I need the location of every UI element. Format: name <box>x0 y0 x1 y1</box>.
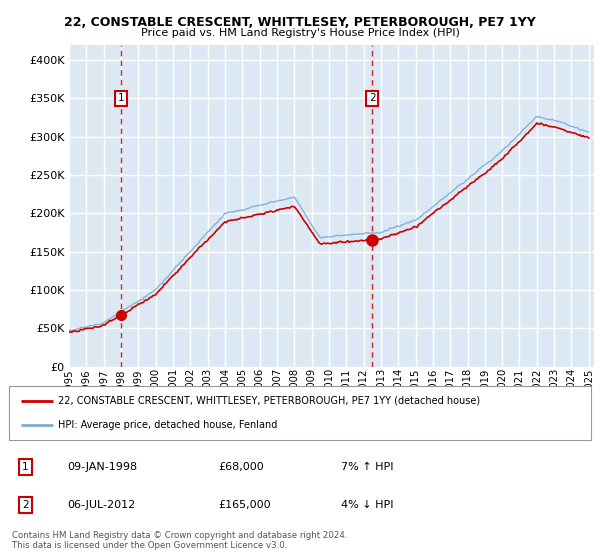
FancyBboxPatch shape <box>9 386 591 440</box>
Text: 4% ↓ HPI: 4% ↓ HPI <box>341 500 393 510</box>
Text: £68,000: £68,000 <box>218 462 264 472</box>
Text: 06-JUL-2012: 06-JUL-2012 <box>67 500 136 510</box>
Text: Contains HM Land Registry data © Crown copyright and database right 2024.
This d: Contains HM Land Registry data © Crown c… <box>12 531 347 550</box>
Text: 22, CONSTABLE CRESCENT, WHITTLESEY, PETERBOROUGH, PE7 1YY: 22, CONSTABLE CRESCENT, WHITTLESEY, PETE… <box>64 16 536 29</box>
Text: HPI: Average price, detached house, Fenland: HPI: Average price, detached house, Fenl… <box>58 420 278 430</box>
Text: 7% ↑ HPI: 7% ↑ HPI <box>341 462 393 472</box>
Text: 22, CONSTABLE CRESCENT, WHITTLESEY, PETERBOROUGH, PE7 1YY (detached house): 22, CONSTABLE CRESCENT, WHITTLESEY, PETE… <box>58 396 481 406</box>
Text: 09-JAN-1998: 09-JAN-1998 <box>67 462 137 472</box>
Text: £165,000: £165,000 <box>218 500 271 510</box>
Text: 1: 1 <box>22 462 29 472</box>
Text: 2: 2 <box>369 94 376 104</box>
Text: 1: 1 <box>118 94 124 104</box>
Text: 2: 2 <box>22 500 29 510</box>
Text: Price paid vs. HM Land Registry's House Price Index (HPI): Price paid vs. HM Land Registry's House … <box>140 28 460 38</box>
